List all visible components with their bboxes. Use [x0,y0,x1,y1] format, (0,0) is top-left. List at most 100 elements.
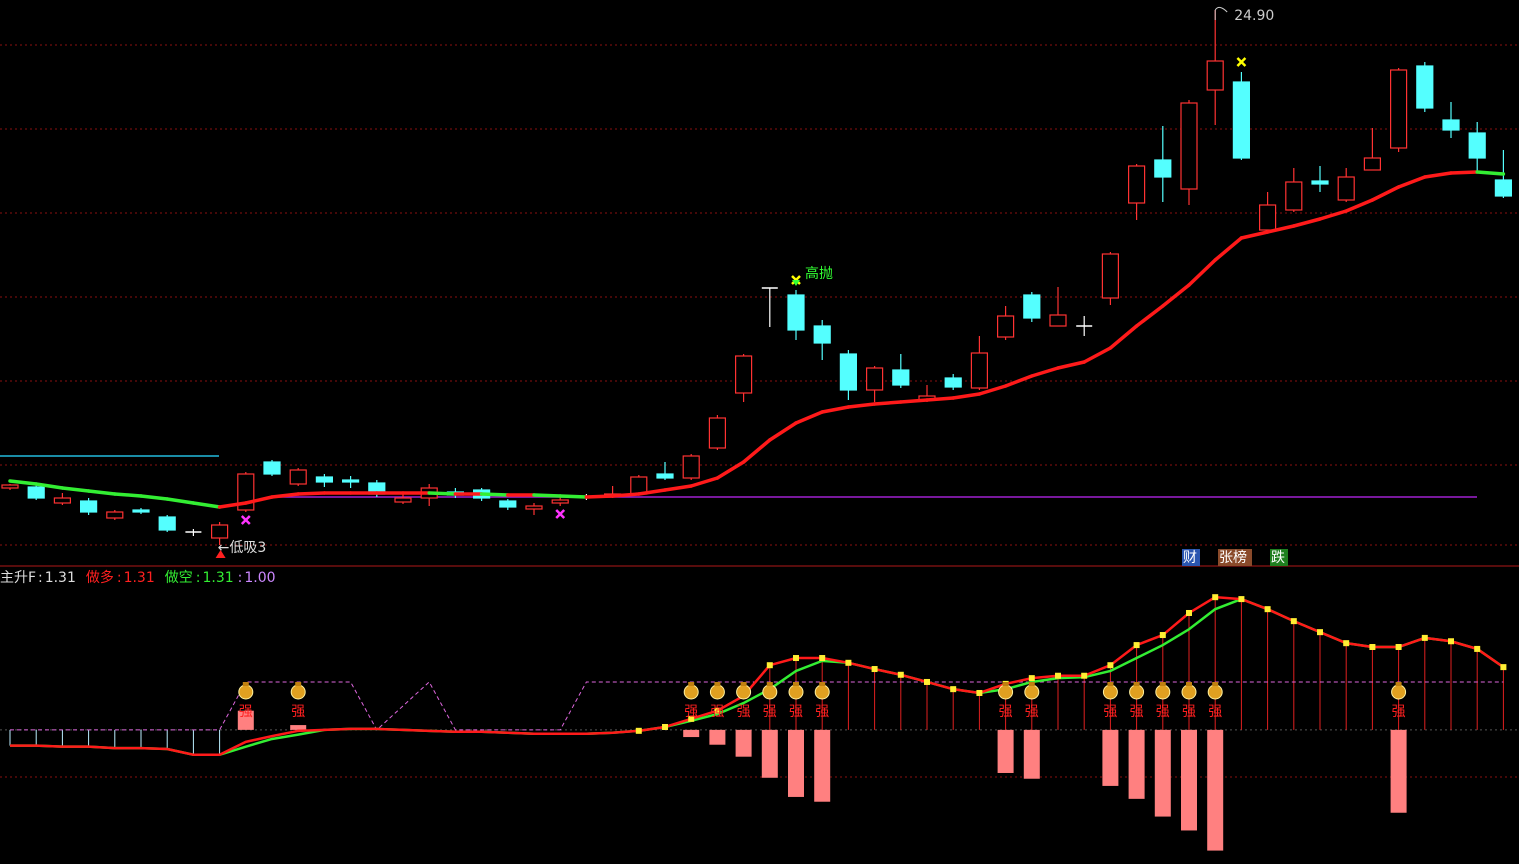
legend-separator: : [196,570,201,586]
annotation-label: 24.90 [1234,8,1274,24]
candle-body [865,367,884,391]
legend-separator: : [117,570,122,586]
ma-segment [1423,171,1453,179]
money-bag-tie [740,682,747,686]
indicator-point [714,707,721,714]
money-bag [1102,684,1118,700]
candle-body [551,499,569,504]
signal-label: 强 [1103,704,1117,720]
candle-body [132,509,150,513]
indicator-bar [1390,729,1407,813]
signal-label: 强 [999,704,1013,720]
candle-body [289,469,307,485]
ma-segment [1134,304,1165,328]
candle-body [53,497,72,504]
indicator-point [976,689,983,696]
indicator-bar [1128,729,1145,799]
ma-segment [1187,258,1217,287]
candle-body [106,511,124,519]
ma-segment [270,492,300,499]
indicator-point [1028,675,1035,682]
ma-segment [1370,185,1401,202]
ma-segment [794,410,824,425]
candle-body [1258,204,1277,231]
candle-body [656,473,674,479]
candle-body [944,377,962,388]
ma-segment [479,492,510,497]
indicator-point [871,666,878,673]
money-bag [1024,684,1040,700]
indicator-point [897,671,904,678]
money-bag [238,684,254,700]
candle-body [1180,102,1198,190]
signal-marker [1236,57,1247,67]
signal-marker [555,509,566,519]
indicator-point [1421,634,1428,641]
signal-marker [240,515,251,525]
money-bag-tie [1186,682,1192,686]
money-bag-tie [766,682,773,686]
ma-segment [1082,346,1113,364]
ma-segment [8,479,38,486]
candle-body [499,500,517,508]
ma-segment [113,492,143,498]
ma-segment [1475,170,1506,176]
candle-body [682,455,700,479]
ma-segment [637,488,667,496]
ma-segment [663,484,693,492]
ma-segment [1056,360,1086,370]
indicator-bar [814,729,831,802]
ma-segment [1265,224,1296,234]
candle-body [211,524,229,539]
ma-segment [925,396,955,402]
indicator-point [793,655,799,662]
indicator-point [1500,664,1507,671]
indicator-point [1369,643,1376,650]
indicator-point [766,662,773,669]
candle-body [1285,181,1303,211]
money-bag [709,684,725,700]
candle-body [342,479,360,483]
candle-body [1023,294,1041,319]
money-bag-tie [1212,682,1219,686]
ma-segment [899,398,929,404]
ma-segment [60,486,91,493]
legend-value: 1.31 [45,570,76,586]
ma-segment [689,476,720,488]
annotation-label: 高抛 [805,265,833,282]
candle-body [158,516,176,531]
money-bag [1155,684,1171,700]
money-bag-tie [1133,682,1140,686]
tag-label: 财 [1183,550,1197,566]
indicator-point [1133,642,1140,649]
money-bag-tie [793,682,799,686]
ma-segment [296,491,327,496]
indicator-point [688,715,695,722]
ma-segment [1292,217,1322,228]
candle-body [734,355,753,394]
indicator-line [10,597,1505,757]
ma-segment [1449,170,1479,175]
indicator-point [662,723,668,730]
ma-segment [1030,366,1060,378]
ma-segment [584,494,615,499]
indicator-bar [788,729,804,797]
candle-body [1468,132,1486,159]
indicator-bar [1207,729,1224,851]
ma-segment [558,494,589,499]
indicator-bar [1102,729,1119,786]
indicator-point [635,727,642,734]
indicator-point [1055,672,1061,679]
indicator-bar [997,729,1014,773]
level-line [10,681,1504,731]
candle-body [1,484,19,489]
money-bag [998,684,1014,700]
indicator-point [1317,629,1323,636]
indicator-point [1107,662,1114,669]
candle-body [813,325,831,344]
candle-body [1442,119,1460,131]
ma-segment [244,495,274,505]
legend-name: 主升F [0,570,36,586]
indicator-point [1343,640,1350,647]
indicator-point [924,678,930,685]
